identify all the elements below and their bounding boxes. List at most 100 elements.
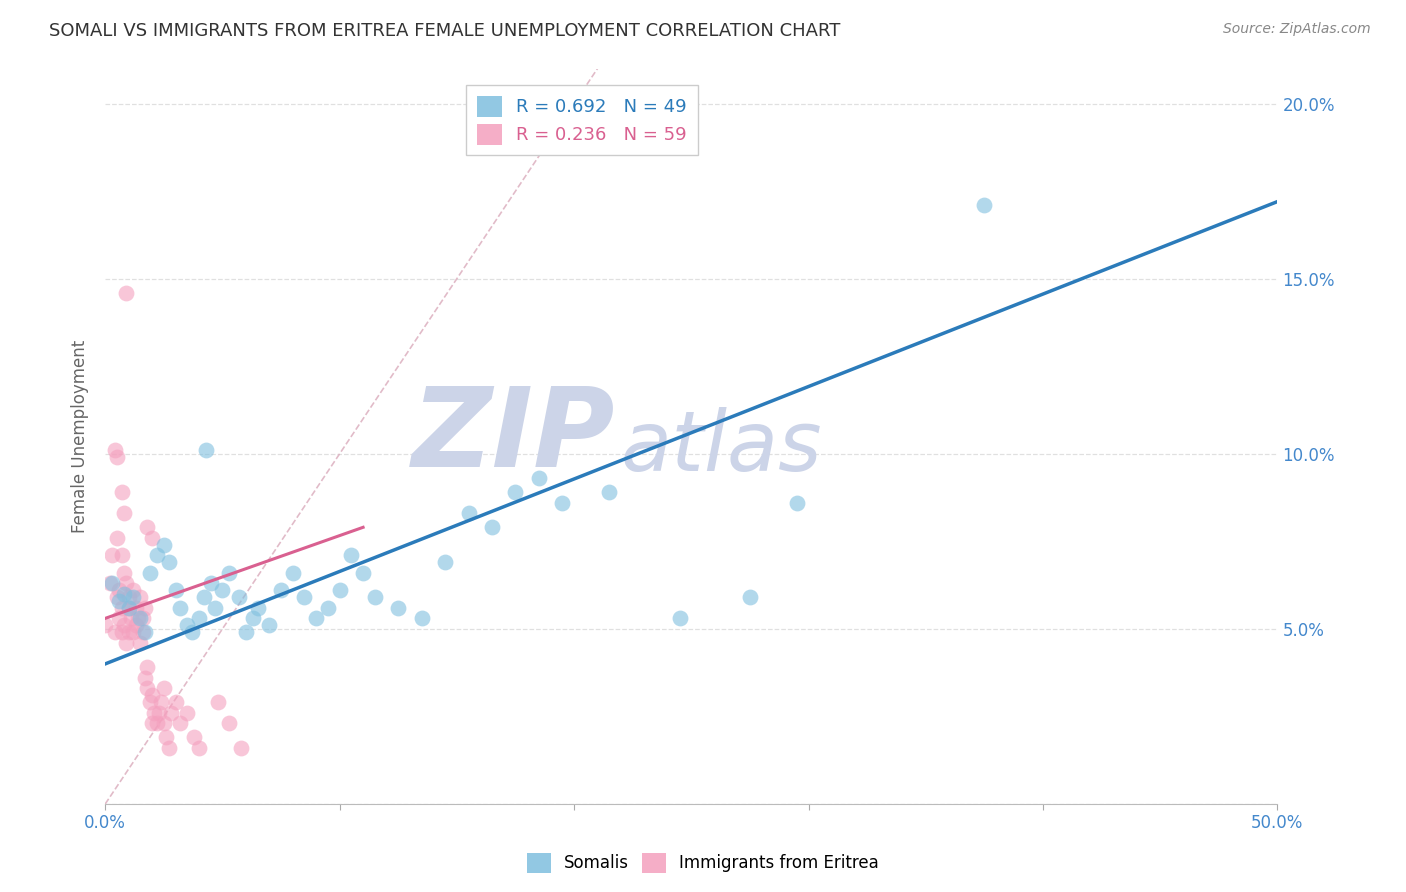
- Point: [141, 689, 163, 703]
- Text: Source: ZipAtlas.com: Source: ZipAtlas.com: [1223, 22, 1371, 37]
- Point: [101, 576, 124, 591]
- Point: [132, 611, 155, 625]
- Point: [157, 555, 180, 569]
- Point: [228, 591, 250, 605]
- Point: [105, 591, 128, 605]
- Point: [146, 549, 169, 563]
- Point: [305, 611, 328, 625]
- Point: [136, 520, 159, 534]
- Point: [434, 555, 457, 569]
- Point: [207, 695, 229, 709]
- Point: [387, 600, 409, 615]
- Point: [352, 566, 374, 580]
- Point: [134, 625, 156, 640]
- Point: [108, 583, 131, 598]
- Point: [112, 506, 135, 520]
- Point: [115, 285, 138, 300]
- Point: [246, 600, 269, 615]
- Point: [139, 566, 162, 580]
- Point: [231, 741, 253, 756]
- Point: [188, 741, 211, 756]
- Point: [112, 618, 135, 632]
- Point: [411, 611, 433, 625]
- Point: [112, 566, 135, 580]
- Point: [118, 600, 141, 615]
- Point: [104, 625, 127, 640]
- Point: [122, 583, 145, 598]
- Point: [122, 625, 145, 640]
- Point: [101, 549, 124, 563]
- Point: [122, 591, 145, 605]
- Point: [115, 576, 138, 591]
- Point: [505, 485, 527, 500]
- Point: [150, 695, 173, 709]
- Point: [204, 600, 226, 615]
- Point: [118, 625, 141, 640]
- Legend: Somalis, Immigrants from Eritrea: Somalis, Immigrants from Eritrea: [520, 847, 886, 880]
- Y-axis label: Female Unemployment: Female Unemployment: [72, 340, 89, 533]
- Point: [108, 611, 131, 625]
- Point: [129, 636, 152, 650]
- Point: [111, 625, 134, 640]
- Point: [118, 591, 141, 605]
- Point: [200, 576, 222, 591]
- Text: atlas: atlas: [621, 407, 823, 488]
- Text: ZIP: ZIP: [412, 383, 614, 490]
- Point: [786, 496, 808, 510]
- Point: [112, 587, 135, 601]
- Point: [108, 594, 131, 608]
- Point: [153, 538, 176, 552]
- Point: [134, 600, 156, 615]
- Point: [134, 671, 156, 685]
- Point: [141, 531, 163, 545]
- Point: [125, 600, 148, 615]
- Point: [235, 625, 257, 640]
- Point: [139, 695, 162, 709]
- Point: [181, 625, 204, 640]
- Point: [218, 566, 240, 580]
- Point: [105, 531, 128, 545]
- Point: [146, 716, 169, 731]
- Point: [136, 660, 159, 674]
- Point: [270, 583, 292, 598]
- Point: [153, 716, 176, 731]
- Point: [183, 731, 205, 745]
- Point: [153, 681, 176, 696]
- Point: [115, 636, 138, 650]
- Point: [129, 611, 152, 625]
- Point: [195, 443, 218, 458]
- Point: [457, 506, 479, 520]
- Point: [105, 450, 128, 465]
- Point: [242, 611, 264, 625]
- Point: [294, 591, 316, 605]
- Point: [136, 681, 159, 696]
- Point: [973, 198, 995, 212]
- Point: [141, 716, 163, 731]
- Point: [211, 583, 233, 598]
- Point: [527, 471, 550, 485]
- Point: [281, 566, 304, 580]
- Point: [94, 618, 117, 632]
- Point: [111, 485, 134, 500]
- Text: SOMALI VS IMMIGRANTS FROM ERITREA FEMALE UNEMPLOYMENT CORRELATION CHART: SOMALI VS IMMIGRANTS FROM ERITREA FEMALE…: [49, 22, 841, 40]
- Point: [169, 716, 191, 731]
- Point: [738, 591, 761, 605]
- Point: [157, 741, 180, 756]
- Point: [125, 618, 148, 632]
- Point: [127, 611, 149, 625]
- Point: [259, 618, 281, 632]
- Point: [155, 731, 177, 745]
- Point: [143, 706, 166, 720]
- Point: [329, 583, 352, 598]
- Point: [160, 706, 183, 720]
- Point: [148, 706, 170, 720]
- Point: [481, 520, 503, 534]
- Point: [111, 549, 134, 563]
- Point: [176, 706, 198, 720]
- Point: [98, 576, 121, 591]
- Point: [120, 611, 142, 625]
- Point: [169, 600, 191, 615]
- Point: [165, 695, 187, 709]
- Point: [668, 611, 690, 625]
- Point: [118, 600, 141, 615]
